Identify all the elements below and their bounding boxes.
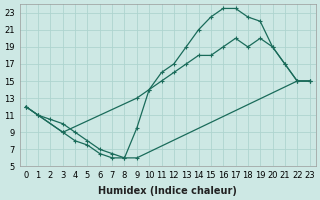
X-axis label: Humidex (Indice chaleur): Humidex (Indice chaleur) [98,186,237,196]
